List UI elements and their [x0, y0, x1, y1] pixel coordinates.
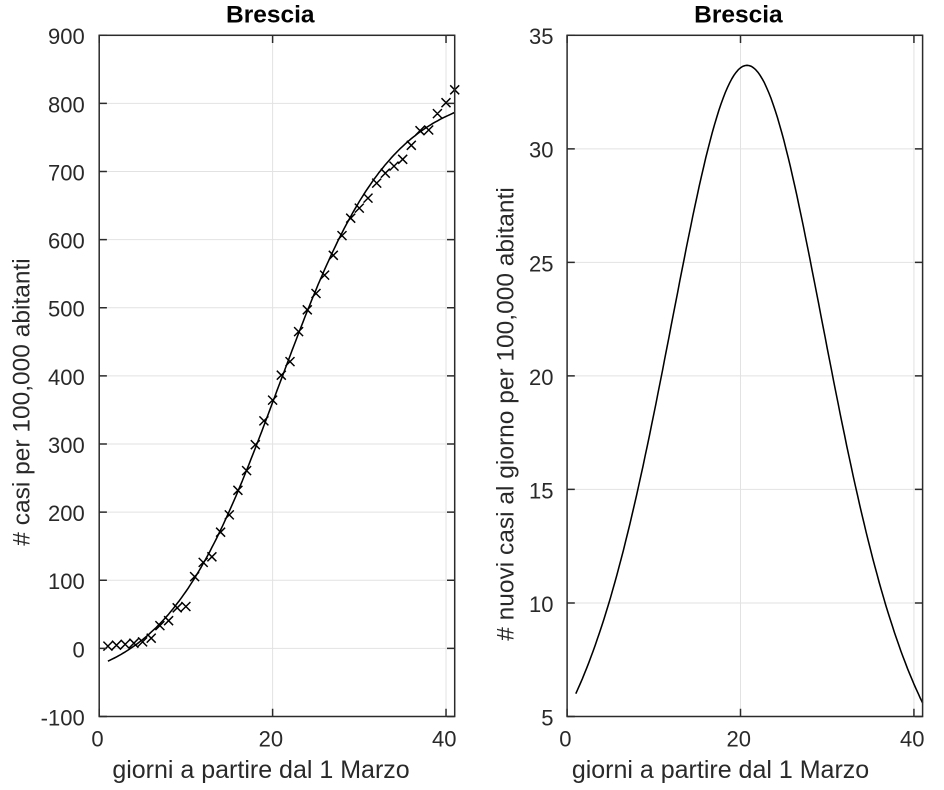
svg-text:40: 40	[432, 726, 456, 751]
svg-text:200: 200	[48, 501, 85, 526]
svg-text:300: 300	[48, 433, 85, 458]
svg-text:20: 20	[529, 365, 553, 390]
svg-text:giorni a partire dal 1 Marzo: giorni a partire dal 1 Marzo	[572, 756, 869, 784]
svg-text:# casi per 100,000 abitanti: # casi per 100,000 abitanti	[9, 258, 36, 545]
svg-text:30: 30	[529, 138, 553, 163]
svg-text:0: 0	[91, 726, 103, 751]
svg-text:10: 10	[529, 592, 553, 617]
svg-text:35: 35	[529, 24, 553, 49]
svg-text:40: 40	[900, 726, 924, 751]
svg-text:25: 25	[529, 251, 553, 276]
svg-text:giorni a partire dal 1 Marzo: giorni a partire dal 1 Marzo	[112, 756, 409, 784]
svg-text:0: 0	[559, 726, 571, 751]
svg-text:100: 100	[48, 569, 85, 594]
svg-text:900: 900	[48, 24, 85, 49]
svg-text:700: 700	[48, 160, 85, 185]
svg-text:800: 800	[48, 92, 85, 117]
svg-text:20: 20	[259, 726, 283, 751]
svg-text:15: 15	[529, 478, 553, 503]
svg-text:5: 5	[541, 705, 553, 730]
svg-text:20: 20	[727, 726, 751, 751]
svg-text:Brescia: Brescia	[226, 2, 315, 29]
svg-text:400: 400	[48, 365, 85, 390]
svg-text:Brescia: Brescia	[694, 2, 783, 29]
svg-text:0: 0	[72, 637, 84, 662]
svg-text:600: 600	[48, 229, 85, 254]
svg-text:-100: -100	[41, 705, 85, 730]
svg-text:# nuovi casi al giorno per 100: # nuovi casi al giorno per 100,000 abita…	[493, 187, 520, 641]
svg-text:500: 500	[48, 297, 85, 322]
